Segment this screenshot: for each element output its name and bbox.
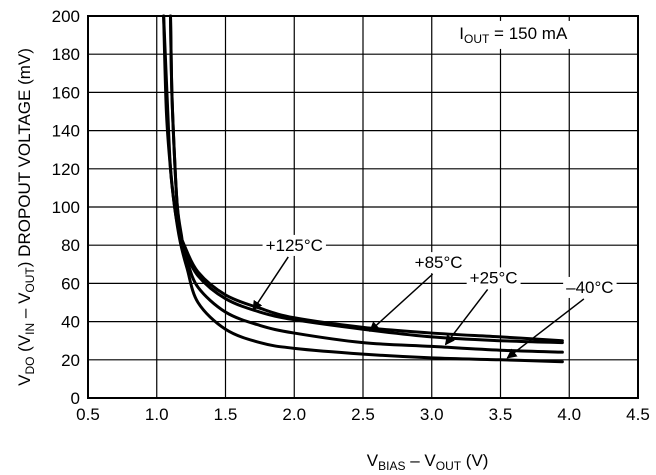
series-annotations: +125°C +85°C +25°C –40°C <box>252 234 617 359</box>
y-tick-label: 60 <box>61 274 80 293</box>
x-axis-title-mid: – V <box>405 451 436 470</box>
y-axis-title-c-sub: OUT <box>23 267 37 293</box>
y-tick-label: 40 <box>61 313 80 332</box>
y-tick-label: 140 <box>52 122 80 141</box>
y-axis-title-d: ) DROPOUT VOLTAGE (mV) <box>15 48 34 267</box>
y-tick-label: 180 <box>52 45 80 64</box>
x-axis-title-main: V <box>367 451 379 470</box>
annotation-arrow <box>369 273 434 332</box>
x-tick-label: 1.0 <box>145 405 169 424</box>
condition-sub: OUT <box>464 32 490 46</box>
plot-frame <box>87 15 639 399</box>
x-axis-title-sub1: BIAS <box>378 459 405 473</box>
condition-tail: = 150 mA <box>489 24 568 43</box>
y-axis-title-b-sub: IN <box>23 323 37 335</box>
x-axis-title: VBIAS – VOUT (V) <box>367 451 489 473</box>
y-tick-label: 200 <box>52 7 80 26</box>
annotation-label-background <box>411 252 466 274</box>
x-tick-label: 4.5 <box>626 405 650 424</box>
y-axis-title-b: (V <box>15 334 34 356</box>
x-tick-label: 1.5 <box>214 405 238 424</box>
x-tick-label: 0.5 <box>76 405 100 424</box>
annotation-arrow <box>444 288 489 346</box>
y-tick-label: 80 <box>61 236 80 255</box>
annotation-label: –40°C <box>566 278 613 297</box>
annotation-label-background <box>466 267 521 289</box>
x-axis-title-tail: (V) <box>461 451 488 470</box>
y-tick-labels: 0 20 40 60 80 100 120 140 160 180 200 <box>52 7 80 408</box>
annotation-label: +85°C <box>415 253 463 272</box>
grid <box>87 15 639 399</box>
x-tick-label: 3.5 <box>489 405 513 424</box>
x-tick-label: 4.0 <box>557 405 581 424</box>
y-axis-title-c: – V <box>15 292 34 323</box>
annotation-arrow <box>506 298 585 359</box>
y-tick-label: 20 <box>61 351 80 370</box>
y-axis-title: VDO (VIN – VOUT) DROPOUT VOLTAGE (mV) <box>15 48 37 386</box>
series-line-3 <box>162 14 564 364</box>
y-tick-label: 0 <box>71 389 80 408</box>
x-tick-label: 2.5 <box>351 405 375 424</box>
x-axis-title-sub2: OUT <box>436 459 462 473</box>
annotation-label-background <box>262 234 326 256</box>
annotation-label: +25°C <box>470 268 518 287</box>
x-tick-labels: 0.5 1.0 1.5 2.0 2.5 3.0 3.5 4.0 4.5 <box>76 405 650 424</box>
x-tick-label: 2.0 <box>282 405 306 424</box>
annotation-label-background <box>563 276 617 298</box>
series-curves <box>162 14 564 364</box>
series-line-1 <box>169 14 564 345</box>
y-axis-title-a-sub: DO <box>23 357 37 375</box>
y-tick-label: 120 <box>52 160 80 179</box>
y-axis-title-a: V <box>15 374 34 386</box>
annotation-label: +125°C <box>266 236 323 255</box>
x-tick-label: 3.0 <box>420 405 444 424</box>
y-tick-label: 160 <box>52 83 80 102</box>
annotation-arrow <box>252 256 289 311</box>
series-line-2 <box>169 14 564 354</box>
y-tick-label: 100 <box>52 198 80 217</box>
condition-main: I <box>459 24 464 43</box>
condition-label: IOUT = 150 mA <box>459 24 568 46</box>
condition-label-background <box>453 20 574 49</box>
